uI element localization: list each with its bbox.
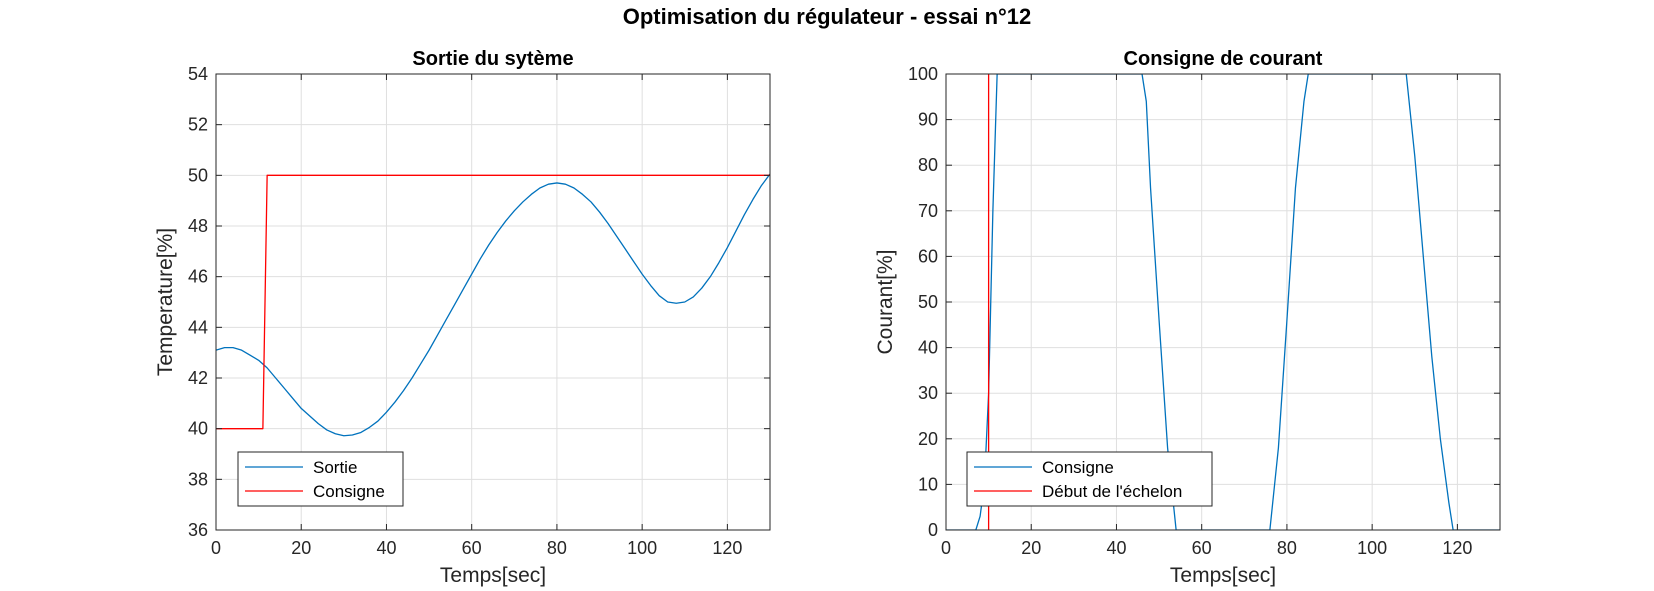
- y-tick-label: 46: [188, 267, 208, 287]
- x-axis-label: Temps[sec]: [1170, 564, 1276, 587]
- axes-title: Sortie du sytème: [412, 48, 573, 70]
- y-tick-label: 40: [918, 338, 938, 358]
- x-tick-label: 120: [1442, 538, 1472, 558]
- legend: Consigne Début de l'échelon: [966, 451, 1213, 507]
- y-tick-label: 44: [188, 317, 208, 337]
- y-tick-label: 30: [918, 383, 938, 403]
- legend-box: [966, 451, 1213, 507]
- legend-entry: Sortie: [313, 458, 357, 477]
- y-tick-label: 52: [188, 115, 208, 135]
- y-tick-label: 90: [918, 110, 938, 130]
- x-tick-label: 80: [547, 538, 567, 558]
- y-axis-label: Courant[%]: [874, 249, 897, 354]
- legend-entry: Consigne: [313, 482, 385, 501]
- x-tick-label: 40: [376, 538, 396, 558]
- y-tick-label: 50: [918, 292, 938, 312]
- y-tick-label: 0: [928, 520, 938, 540]
- x-tick-label: 20: [1021, 538, 1041, 558]
- plot-sortie-systeme: 0 20 40 60 80 100 120 36 38 40 42 44 46 48 50 52 54 Sorti…: [154, 48, 771, 587]
- legend: Sortie Consigne: [237, 451, 404, 507]
- x-tick-label: 100: [627, 538, 657, 558]
- y-tick-label: 100: [908, 64, 938, 84]
- x-tick-label: 100: [1357, 538, 1387, 558]
- figure-title: Optimisation du régulateur - essai n°12: [623, 4, 1032, 29]
- x-axis-label: Temps[sec]: [440, 564, 546, 587]
- series-line-sortie: [216, 173, 770, 437]
- axes-box: [215, 73, 771, 531]
- y-tick-label: 48: [188, 216, 208, 236]
- x-tick-label: 80: [1277, 538, 1297, 558]
- series-line-consigne: [216, 174, 770, 430]
- y-tick-label: 42: [188, 368, 208, 388]
- y-tick-label: 38: [188, 469, 208, 489]
- y-tick-label: 20: [918, 429, 938, 449]
- x-tick-label: 60: [462, 538, 482, 558]
- legend-entry: Début de l'échelon: [1042, 482, 1182, 501]
- legend-entry: Consigne: [1042, 458, 1114, 477]
- x-tick-label: 0: [211, 538, 221, 558]
- x-tick-label: 20: [291, 538, 311, 558]
- axes-title: Consigne de courant: [1124, 48, 1323, 70]
- series-group: [216, 173, 770, 437]
- y-tick-label: 10: [918, 474, 938, 494]
- legend-box: [237, 451, 404, 507]
- x-tick-label: 40: [1106, 538, 1126, 558]
- y-tick-label: 40: [188, 419, 208, 439]
- y-tick-label: 70: [918, 201, 938, 221]
- y-tick-label: 80: [918, 155, 938, 175]
- plot-consigne-courant: 0 20 40 60 80 100 120 0 10 20 30 40 50 60 70 80 90 100 Con…: [874, 48, 1501, 587]
- y-tick-label: 50: [188, 165, 208, 185]
- x-tick-label: 120: [712, 538, 742, 558]
- y-axis-label: Temperature[%]: [154, 228, 177, 376]
- x-tick-label: 0: [941, 538, 951, 558]
- y-tick-label: 54: [188, 64, 208, 84]
- series-line-consigne: [946, 74, 1500, 530]
- x-tick-label: 60: [1192, 538, 1212, 558]
- y-tick-label: 60: [918, 246, 938, 266]
- y-tick-label: 36: [188, 520, 208, 540]
